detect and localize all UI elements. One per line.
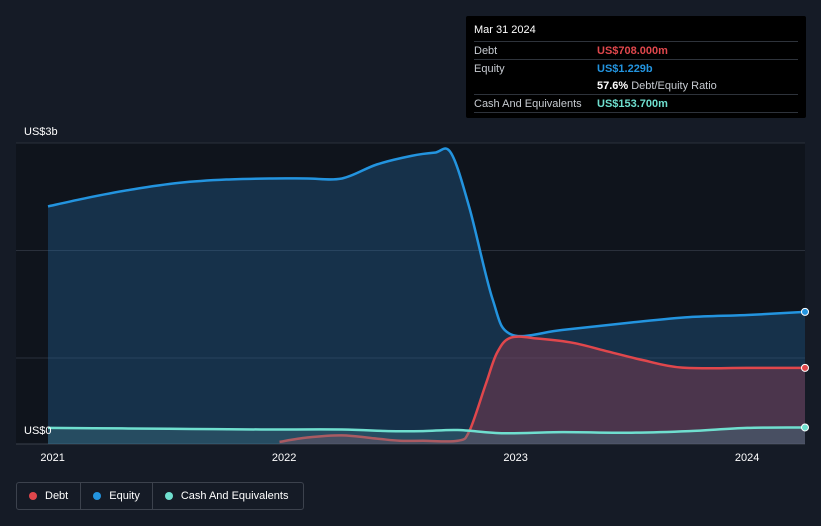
x-tick-2023: 2023: [503, 452, 527, 464]
equity-end-marker: [801, 307, 809, 316]
tooltip-debt-label: Debt: [474, 44, 498, 57]
debt-end-marker: [801, 363, 809, 372]
cash-and-equivalents-end-marker: [801, 423, 809, 432]
tooltip-equity-label: Equity: [474, 62, 505, 75]
tooltip-row-cash: Cash And Equivalents US$153.700m: [474, 94, 798, 113]
legend-cash-label: Cash And Equivalents: [180, 490, 289, 502]
cash-dot-icon: [164, 492, 173, 500]
tooltip-debt-value: US$708.000m: [597, 44, 668, 57]
tooltip-cash-value: US$153.700m: [597, 97, 668, 110]
tooltip-ratio-label: Debt/Equity Ratio: [631, 79, 717, 92]
x-tick-2024: 2024: [735, 452, 759, 464]
legend-item-cash[interactable]: Cash And Equivalents: [153, 483, 301, 509]
tooltip-date: Mar 31 2024: [474, 24, 536, 36]
tooltip-row-debt: Debt US$708.000m: [474, 41, 798, 59]
tooltip-row-ratio: 57.6% Debt/Equity Ratio: [474, 77, 798, 94]
tooltip-cash-label: Cash And Equivalents: [474, 97, 582, 110]
equity-line: [47, 147, 806, 338]
x-tick-2022: 2022: [272, 452, 296, 464]
y-axis-min-label: US$0: [24, 425, 52, 437]
legend-item-debt[interactable]: Debt: [17, 483, 82, 509]
debt-dot-icon: [29, 492, 37, 500]
plot-area: [16, 143, 805, 444]
debt-line: [279, 335, 806, 444]
y-axis-max-label: US$3b: [24, 126, 58, 138]
equity-area: [48, 148, 805, 444]
legend-item-equity[interactable]: Equity: [81, 483, 153, 509]
tooltip-ratio-value: 57.6%: [597, 79, 629, 92]
cash-and-equivalents-area: [48, 427, 805, 444]
equity-dot-icon: [93, 492, 102, 500]
tooltip-equity-value: US$1.229b: [597, 62, 653, 75]
legend-debt-label: Debt: [45, 490, 69, 502]
chart-legend: Debt Equity Cash And Equivalents: [16, 482, 304, 510]
x-tick-2021: 2021: [40, 452, 64, 464]
data-tooltip: Mar 31 2024 Debt US$708.000m Equity US$1…: [466, 16, 806, 118]
cash-and-equivalents-line: [47, 426, 806, 435]
legend-equity-label: Equity: [109, 490, 140, 502]
tooltip-row-equity: Equity US$1.229b: [474, 59, 798, 77]
debt-area: [279, 336, 805, 444]
